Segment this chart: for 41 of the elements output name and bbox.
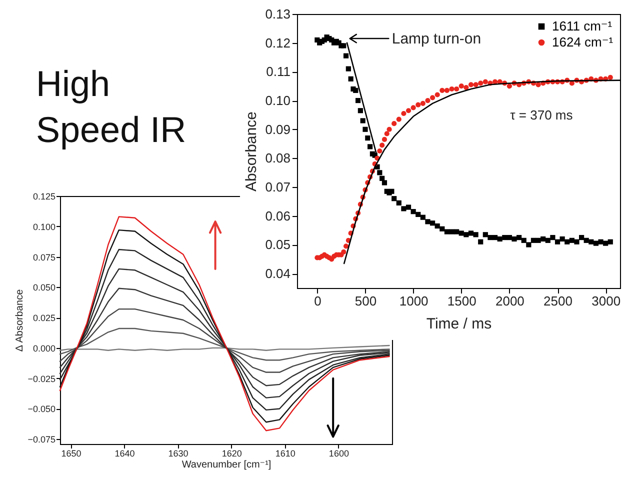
x-tick-label: 1630 — [168, 448, 188, 458]
y-axis-title: Δ Absorbance — [14, 288, 26, 352]
x-tick-label: 1640 — [114, 448, 135, 458]
y-tick-label: 0.025 — [32, 313, 56, 324]
x-tick-label: 1610 — [275, 448, 296, 458]
annotation: τ = 370 ms — [510, 107, 574, 122]
y-tick-label: 0.04 — [265, 266, 290, 282]
x-axis-title: Wavenumber [cm⁻¹] — [182, 460, 272, 470]
y-tick-label: −0.075 — [28, 434, 56, 445]
y-tick-label: 0.100 — [32, 222, 56, 232]
x-tick-label: 0 — [314, 294, 322, 308]
y-tick-label: 0.000 — [32, 343, 56, 354]
chart-title: High Speed IR — [36, 63, 186, 150]
legend-label: 1611 cm⁻¹ — [552, 18, 613, 34]
x-axis-title: Time / ms — [426, 316, 492, 332]
y-tick-label: −0.050 — [28, 404, 56, 414]
x-tick-label: 3000 — [592, 294, 621, 308]
y-tick-label: 0.12 — [265, 35, 290, 50]
x-tick-label: 1650 — [61, 448, 82, 458]
y-tick-label: 0.06 — [265, 208, 290, 224]
x-tick-label: 1500 — [447, 294, 476, 308]
y-axis-title: Absorbance — [243, 111, 260, 192]
y-tick-label: 0.11 — [266, 64, 290, 80]
x-tick-label: 1600 — [328, 448, 349, 458]
y-tick-label: 0.13 — [265, 6, 290, 22]
y-tick-label: −0.025 — [28, 374, 56, 384]
y-tick-label: 0.125 — [32, 192, 56, 202]
x-tick-label: 2500 — [544, 294, 572, 308]
y-tick-label: 0.08 — [265, 150, 290, 166]
y-tick-label: 0.050 — [32, 282, 56, 293]
y-tick-label: 0.09 — [265, 122, 290, 137]
x-tick-label: 2000 — [495, 294, 524, 308]
y-tick-label: 0.05 — [265, 237, 290, 252]
y-tick-label: 0.10 — [265, 93, 290, 108]
x-tick-label: 500 — [354, 294, 377, 308]
y-tick-label: 0.075 — [32, 252, 56, 262]
x-tick-label: 1000 — [399, 294, 428, 308]
x-tick-label: 1620 — [222, 448, 242, 458]
legend-label: 1624 cm⁻¹ — [552, 34, 614, 50]
annotation: Lamp turn-on — [392, 30, 482, 48]
y-tick-label: 0.07 — [265, 180, 290, 195]
